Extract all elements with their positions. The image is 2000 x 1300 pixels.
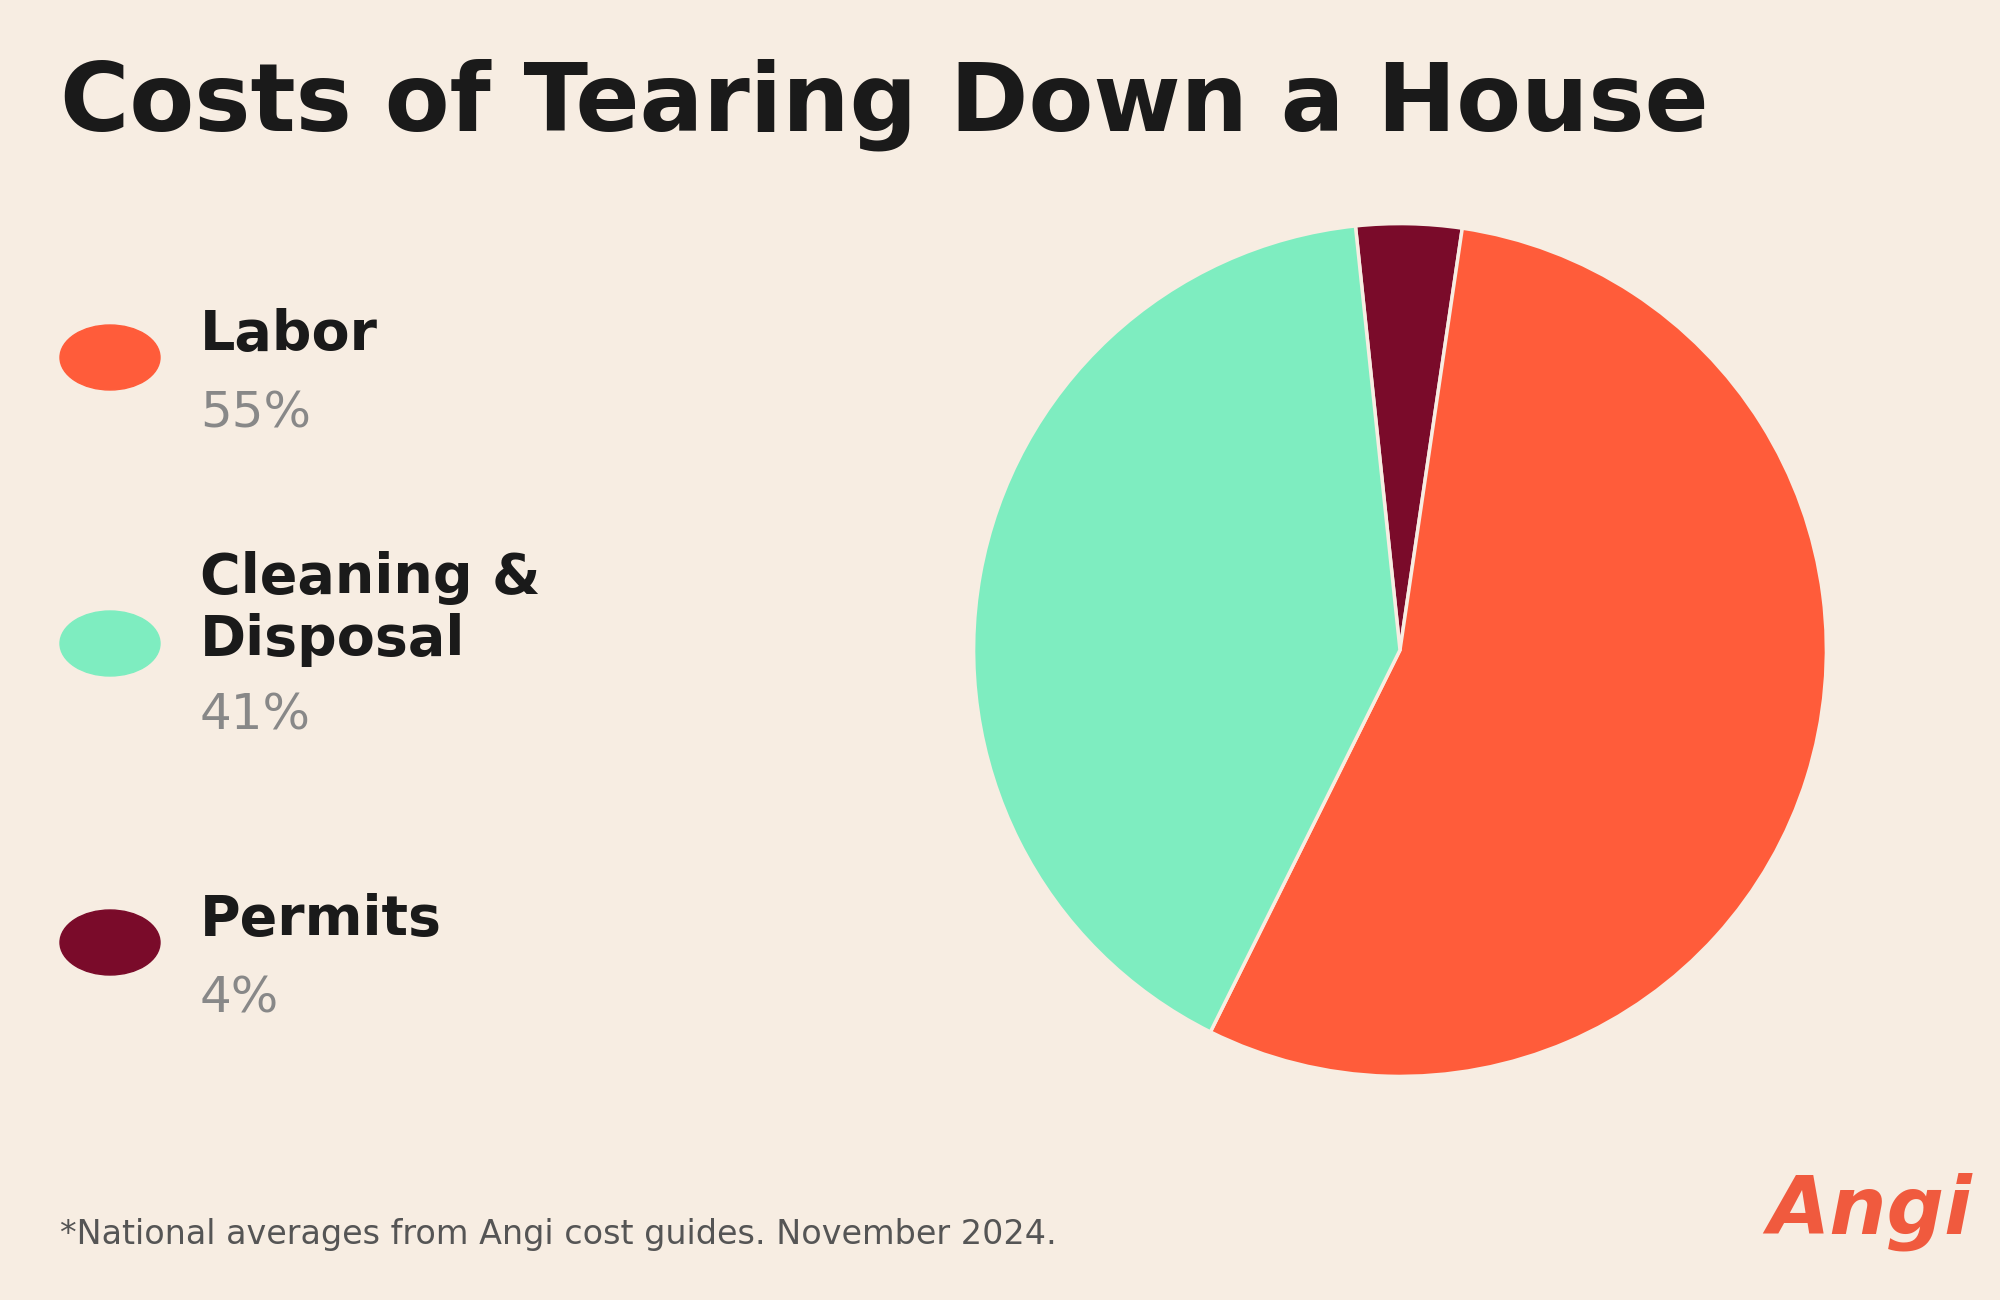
Text: Angi: Angi <box>1768 1173 1972 1251</box>
Wedge shape <box>1356 224 1462 650</box>
Text: Disposal: Disposal <box>200 612 466 667</box>
Text: 41%: 41% <box>200 692 312 738</box>
Text: 4%: 4% <box>200 975 280 1022</box>
Text: *National averages from Angi cost guides. November 2024.: *National averages from Angi cost guides… <box>60 1218 1056 1251</box>
Text: 55%: 55% <box>200 390 312 437</box>
Text: Costs of Tearing Down a House: Costs of Tearing Down a House <box>60 58 1708 151</box>
Wedge shape <box>1210 229 1826 1076</box>
Text: Permits: Permits <box>200 893 442 948</box>
Text: Cleaning &: Cleaning & <box>200 551 540 606</box>
Text: Labor: Labor <box>200 308 378 363</box>
Wedge shape <box>974 226 1400 1032</box>
